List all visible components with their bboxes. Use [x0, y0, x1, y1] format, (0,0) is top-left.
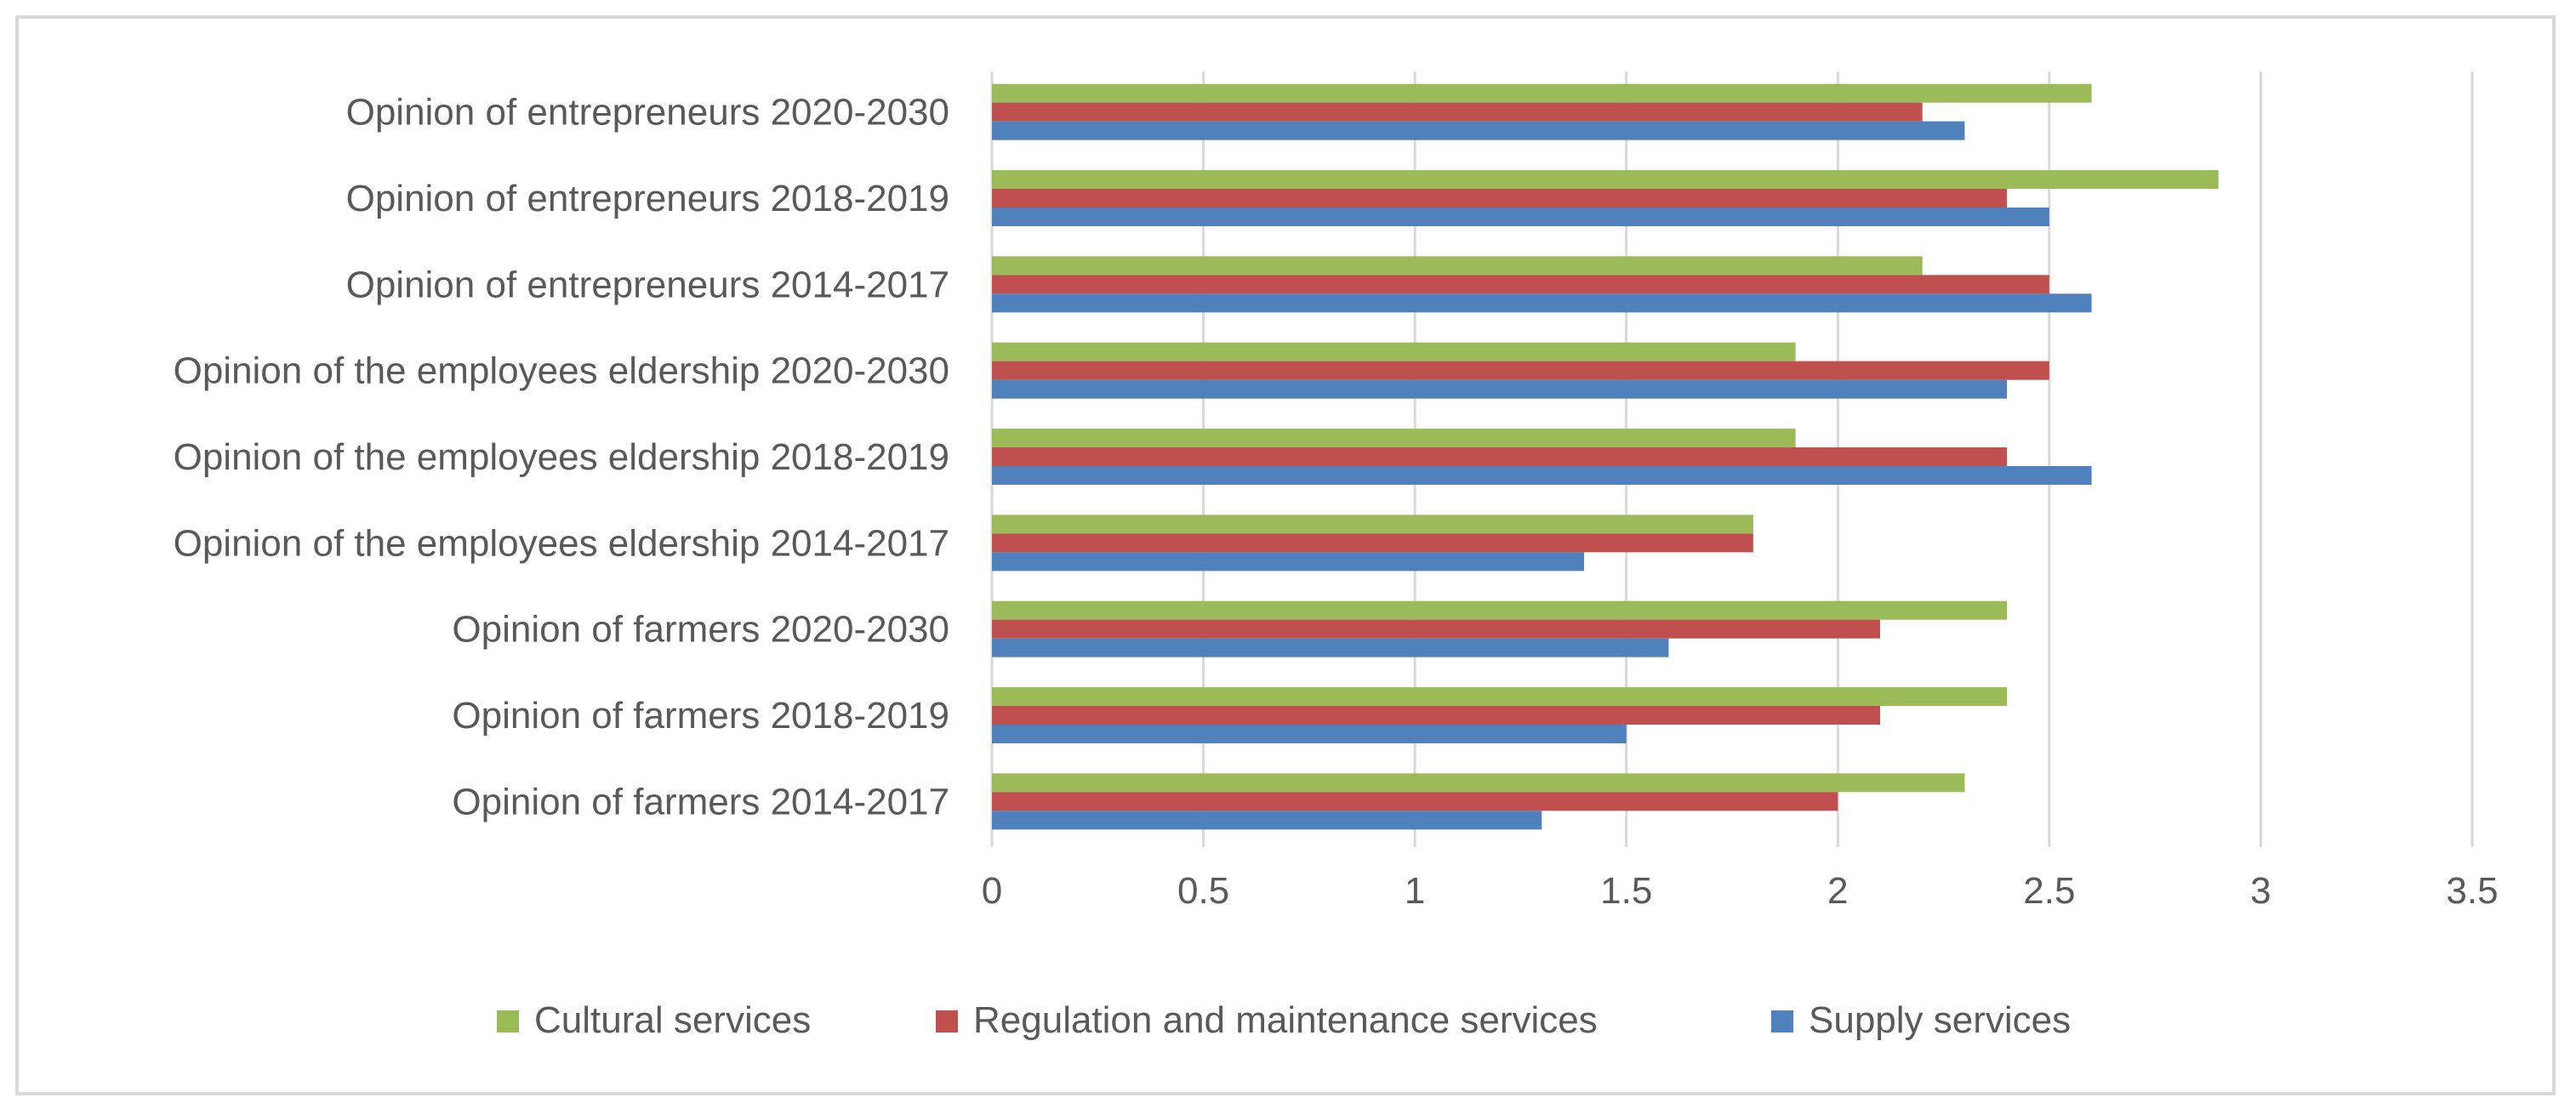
- bar-cultural-services-2: [992, 170, 2219, 189]
- x-tick-label: 0.5: [1177, 870, 1229, 912]
- bar-regulation-and-maintenance-services-2: [992, 189, 2008, 208]
- bar-regulation-and-maintenance-services-1: [992, 102, 1923, 122]
- bars: [992, 83, 2219, 830]
- bar-cultural-services-3: [992, 256, 1923, 276]
- bar-regulation-and-maintenance-services-5: [992, 447, 2008, 466]
- x-tick-label: 3.5: [2446, 870, 2498, 912]
- bar-regulation-and-maintenance-services-4: [992, 361, 2049, 380]
- bar-supply-services-5: [992, 466, 2092, 485]
- x-tick-label: 1: [1405, 870, 1425, 912]
- legend-label-cultural-services: Cultural services: [534, 999, 811, 1041]
- bar-cultural-services-5: [992, 429, 1796, 447]
- bar-supply-services-2: [992, 208, 2049, 226]
- category-labels: Opinion of entrepreneurs 2020-2030 Opinio…: [174, 92, 949, 823]
- x-tick-label: 0: [982, 870, 1002, 912]
- bar-regulation-and-maintenance-services-3: [992, 275, 2049, 294]
- bar-regulation-and-maintenance-services-7: [992, 619, 1880, 639]
- bar-supply-services-6: [992, 552, 1584, 572]
- category-label: Opinion of the employees eldership 2014-…: [174, 522, 949, 564]
- bar-cultural-services-9: [992, 773, 1965, 793]
- category-label: Opinion of entrepreneurs 2014-2017: [346, 264, 949, 305]
- bar-cultural-services-1: [992, 83, 2092, 103]
- x-tick-label: 2: [1827, 870, 1848, 912]
- bar-supply-services-9: [992, 811, 1542, 830]
- bar-supply-services-7: [992, 638, 1669, 657]
- category-label: Opinion of entrepreneurs 2020-2030: [346, 92, 949, 134]
- x-tick-label: 1.5: [1600, 870, 1652, 912]
- bar-regulation-and-maintenance-services-6: [992, 533, 1753, 553]
- bar-supply-services-8: [992, 725, 1627, 743]
- bar-regulation-and-maintenance-services-8: [992, 706, 1880, 725]
- bar-regulation-and-maintenance-services-9: [992, 792, 1838, 811]
- bar-cultural-services-7: [992, 600, 2008, 620]
- bar-supply-services-4: [992, 379, 2008, 399]
- bar-supply-services-1: [992, 121, 1965, 140]
- legend-label-supply-services: Supply services: [1809, 999, 2071, 1041]
- category-label: Opinion of farmers 2018-2019: [452, 695, 949, 737]
- category-label: Opinion of farmers 2014-2017: [452, 781, 949, 822]
- x-tick-labels: 0 0.5 1 1.5 2 2.5 3 3.5: [982, 870, 2499, 912]
- bar-cultural-services-8: [992, 687, 2008, 706]
- category-label: Opinion of the employees eldership 2018-…: [174, 436, 949, 478]
- bar-cultural-services-4: [992, 342, 1796, 361]
- legend: Cultural services Regulation and maintena…: [497, 999, 2071, 1041]
- category-label: Opinion of entrepreneurs 2018-2019: [346, 178, 949, 219]
- x-tick-label: 2.5: [2023, 870, 2075, 912]
- x-tick-label: 3: [2250, 870, 2271, 912]
- legend-swatch-cultural-services: [497, 1010, 519, 1033]
- category-label: Opinion of the employees eldership 2020-…: [174, 350, 949, 392]
- legend-swatch-regulation-and-maintenance-services: [936, 1010, 958, 1033]
- bar-cultural-services-6: [992, 515, 1753, 534]
- bar-supply-services-3: [992, 293, 2092, 313]
- legend-label-regulation-and-maintenance-services: Regulation and maintenance services: [973, 999, 1598, 1041]
- category-label: Opinion of farmers 2020-2030: [452, 609, 949, 651]
- legend-swatch-supply-services: [1771, 1010, 1793, 1033]
